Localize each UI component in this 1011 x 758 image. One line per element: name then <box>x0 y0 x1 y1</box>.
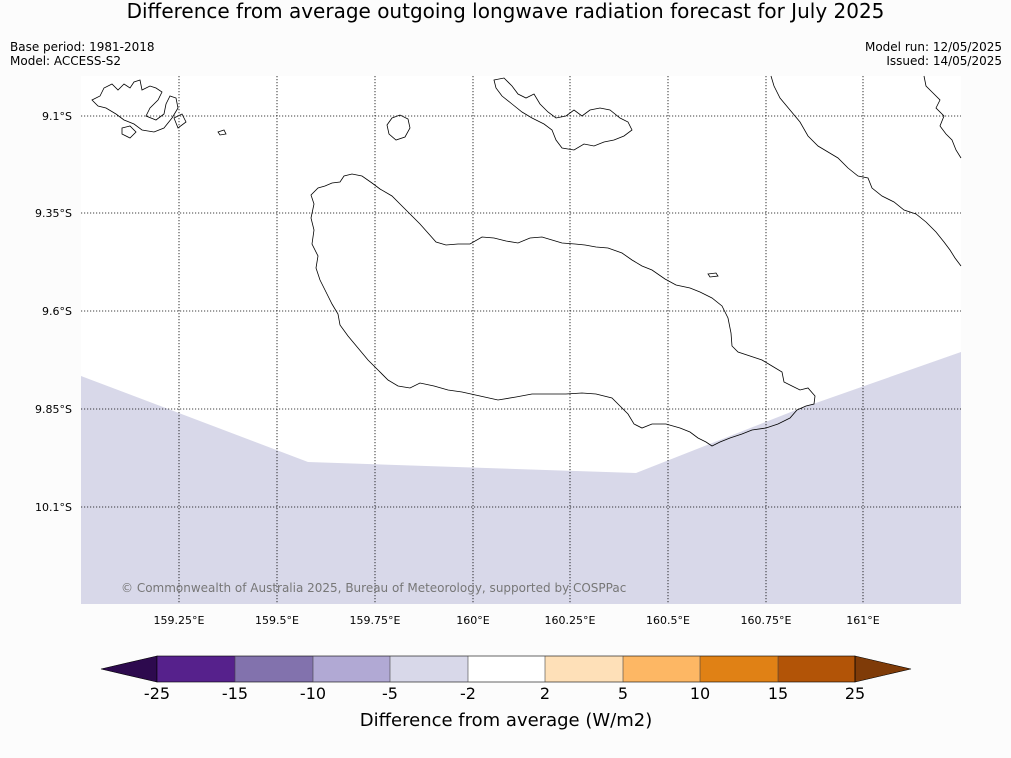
colorbar-tick-label: 10 <box>690 684 710 703</box>
small-islet-coastline <box>707 272 719 278</box>
colorbar-outline <box>156 655 856 683</box>
lat-label: 10.1°S <box>35 501 72 514</box>
colorbar-tick-label: -15 <box>222 684 248 703</box>
lon-label: 159.75°E <box>350 614 401 627</box>
graticule <box>81 76 961 604</box>
lon-label: 160.75°E <box>741 614 792 627</box>
lon-label: 159.5°E <box>255 614 299 627</box>
colorbar-segment <box>157 656 235 682</box>
colorbar-segment <box>468 656 545 682</box>
colorbar-extend-high <box>854 655 912 683</box>
guadalcanal-coastline <box>310 173 816 447</box>
lon-label: 161°E <box>846 614 879 627</box>
meta-right: Model run: 12/05/2025 Issued: 14/05/2025 <box>865 40 1002 68</box>
russell-islet-3 <box>217 129 227 136</box>
latitude-labels: 9.1°S 9.35°S 9.6°S 9.85°S 10.1°S <box>35 110 72 514</box>
russell-islet-1 <box>121 125 137 139</box>
forecast-shaded-region <box>81 352 961 604</box>
florida-islands-coastline <box>493 77 633 151</box>
lat-label: 9.85°S <box>35 403 72 416</box>
meta-left: Base period: 1981-2018 Model: ACCESS-S2 <box>10 40 155 68</box>
base-period: Base period: 1981-2018 <box>10 40 155 54</box>
copyright-notice: © Commonwealth of Australia 2025, Bureau… <box>121 581 626 595</box>
map-title: Difference from average outgoing longwav… <box>126 0 885 23</box>
malaita-coastline <box>770 75 962 267</box>
colorbar-tick-label: -2 <box>460 684 476 703</box>
colorbar-segment <box>700 656 778 682</box>
colorbar-extend-low <box>100 655 158 683</box>
colorbar-tick-label: 5 <box>618 684 628 703</box>
colorbar-tick-label: 25 <box>845 684 865 703</box>
lon-label: 159.25°E <box>154 614 205 627</box>
issued-date: Issued: 14/05/2025 <box>886 54 1002 68</box>
colorbar-dividers <box>234 656 779 682</box>
colorbar-segment <box>545 656 623 682</box>
lat-label: 9.6°S <box>42 305 72 318</box>
lon-label: 160.5°E <box>646 614 690 627</box>
malaita-north-coastline <box>923 75 962 159</box>
colorbar: -25 -15 -10 -5 -2 2 5 10 15 25 Differenc… <box>100 655 912 731</box>
colorbar-tick-label: -5 <box>382 684 398 703</box>
colorbar-segment <box>778 656 855 682</box>
colorbar-title: Difference from average (W/m2) <box>360 710 652 731</box>
colorbar-tick-label: 2 <box>540 684 550 703</box>
colorbar-segment <box>623 656 700 682</box>
lon-label: 160°E <box>456 614 489 627</box>
model-run: Model run: 12/05/2025 <box>864 40 1002 54</box>
longitude-labels: 159.25°E 159.5°E 159.75°E 160°E 160.25°E… <box>154 614 880 627</box>
russell-islands-coastline <box>91 79 179 133</box>
lat-label: 9.35°S <box>35 207 72 220</box>
colorbar-tick-label: 15 <box>768 684 788 703</box>
model-name: Model: ACCESS-S2 <box>10 54 122 68</box>
lon-label: 160.25°E <box>545 614 596 627</box>
colorbar-segment <box>313 656 390 682</box>
colorbar-tick-label: -10 <box>300 684 326 703</box>
colorbar-segment <box>235 656 313 682</box>
colorbar-tick-label: -25 <box>144 684 170 703</box>
colorbar-segment <box>390 656 468 682</box>
lat-label: 9.1°S <box>42 110 72 123</box>
